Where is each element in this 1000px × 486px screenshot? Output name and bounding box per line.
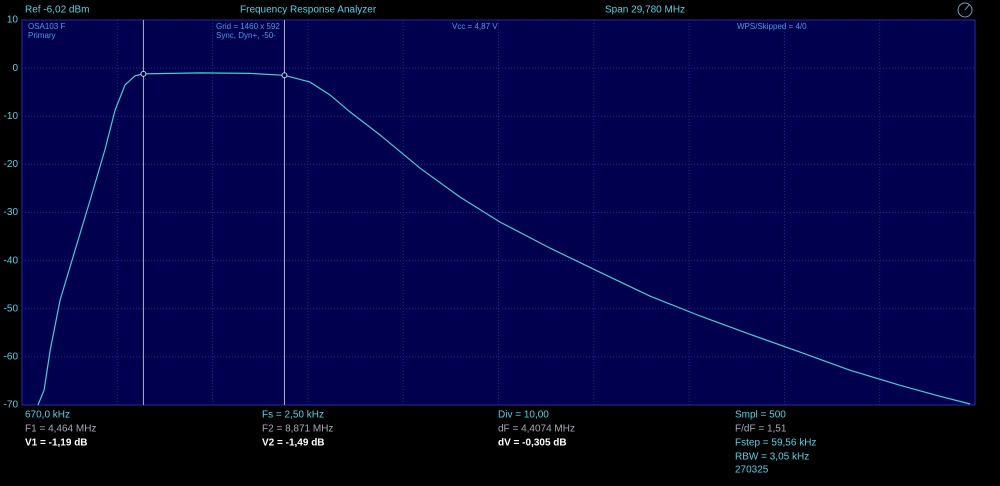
readout: V1 = -1,19 dB (25, 438, 88, 449)
readout: dV = -0,305 dB (498, 438, 567, 449)
y-tick-label: -10 (4, 111, 19, 122)
device: OSA103 F (28, 22, 65, 31)
readout: V2 = -1,49 dB (262, 438, 325, 449)
y-tick-label: -20 (4, 159, 19, 170)
ref-level: Ref -6,02 dBm (25, 5, 89, 16)
readout: Smpl = 500 (735, 410, 786, 421)
title: Frequency Response Analyzer (240, 5, 377, 16)
span: Span 29,780 MHz (605, 5, 685, 16)
wps: WPS/Skipped = 4/0 (737, 22, 807, 31)
sync-info: Sync, Dyn+, -50- (216, 31, 276, 40)
readout: F1 = 4,464 MHz (25, 424, 96, 435)
gauge-needle (964, 4, 970, 11)
y-tick-label: -60 (4, 352, 19, 363)
marker-point (140, 70, 147, 77)
gauge-icon[interactable] (957, 2, 973, 18)
y-tick-label: -50 (4, 303, 19, 314)
y-tick-label: -70 (4, 400, 19, 411)
grid: 10 0 -10 -20 -30 -40 -50 -60 -70 (4, 15, 975, 411)
readout: RBW = 3,05 kHz (735, 452, 809, 463)
readout: F/dF = 1,51 (735, 424, 787, 435)
vcc: Vcc = 4,87 V (452, 22, 498, 31)
readout: Div = 10,00 (498, 410, 549, 421)
readout: Fstep = 59,56 kHz (735, 438, 816, 449)
y-tick-label: -40 (4, 255, 19, 266)
readout: F2 = 8,871 MHz (262, 424, 333, 435)
marker-point (281, 72, 288, 79)
readout: 670,0 kHz (25, 410, 70, 421)
y-tick-label: -30 (4, 207, 19, 218)
y-tick-label: 0 (12, 63, 18, 74)
readout: Fs = 2,50 kHz (262, 410, 324, 421)
grid-info: Grid = 1460 x 592 (216, 22, 280, 31)
plot (37, 20, 971, 406)
channel: Primary (28, 31, 56, 40)
readouts: 670,0 kHz F1 = 4,464 MHz V1 = -1,19 dB Fs =… (25, 410, 816, 476)
readout: dF = 4,4074 MHz (498, 424, 575, 435)
readout: 270325 (735, 465, 769, 476)
y-tick-label: 10 (7, 15, 19, 26)
response-curve (37, 72, 971, 406)
